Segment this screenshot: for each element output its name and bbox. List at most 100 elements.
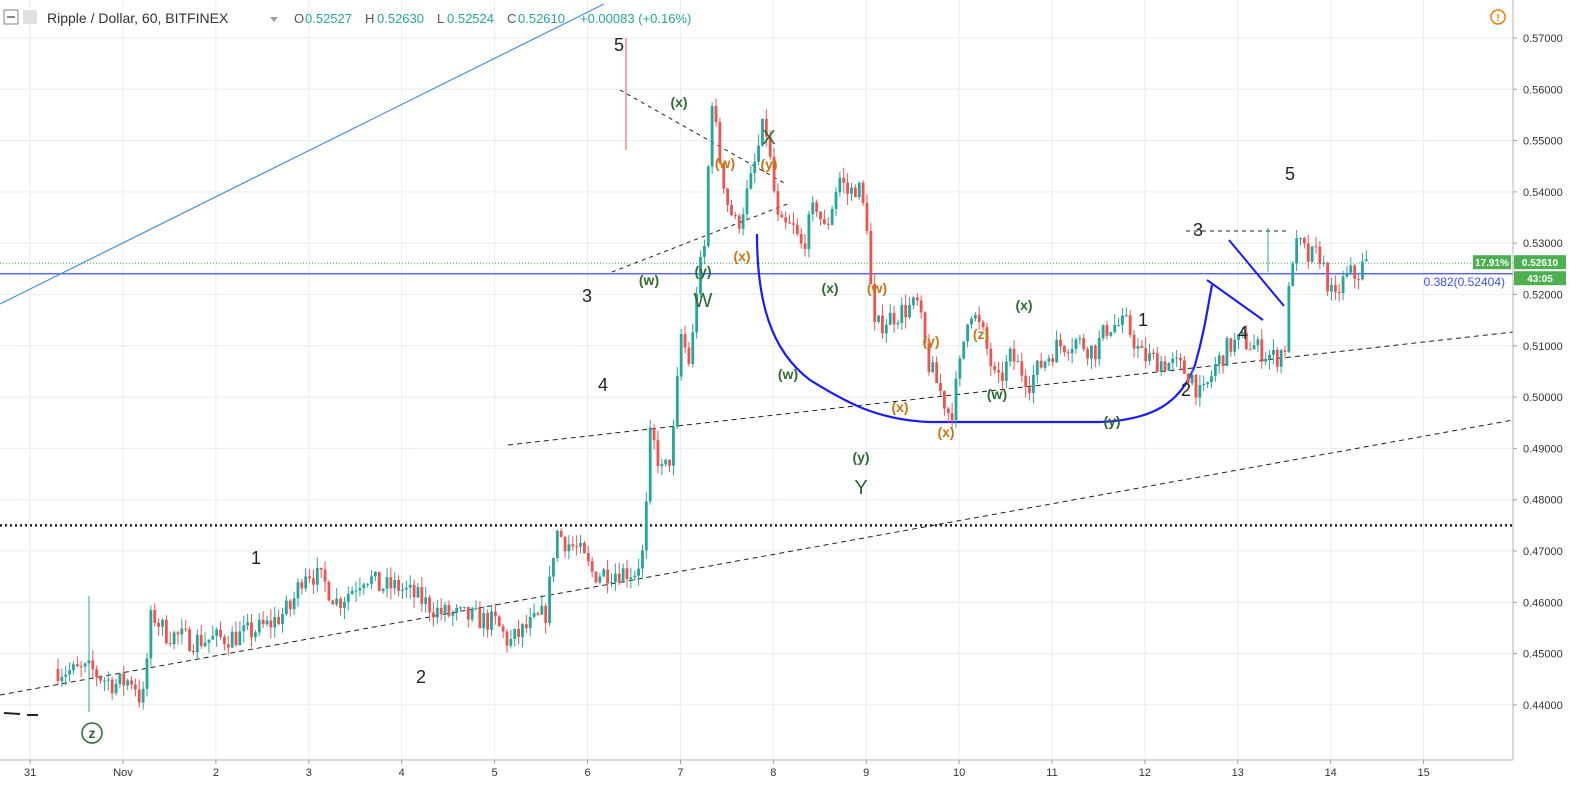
candle-body (842, 177, 846, 183)
candle-body (1097, 338, 1101, 360)
chevron-down-icon[interactable] (270, 17, 278, 22)
time-axis[interactable]: 31 Nov 2 3 4 5 6 7 8 9 10 11 12 13 14 15 (24, 760, 1430, 779)
candle-body (501, 626, 505, 632)
price-tick-label: 0.53000 (1523, 238, 1563, 250)
time-tick-label: 12 (1139, 767, 1151, 779)
candle-body (997, 370, 1000, 373)
wave-label: (x) (733, 248, 750, 264)
candle-body (865, 202, 869, 231)
candle-body (927, 343, 931, 373)
candle-body (1322, 262, 1326, 264)
candle-body (977, 314, 981, 323)
candle-body (524, 624, 528, 629)
price-tick-label: 0.51000 (1523, 341, 1563, 353)
candle-body (915, 297, 919, 301)
candle-body (83, 663, 87, 667)
lower-channel-line[interactable] (0, 419, 1514, 696)
candle-body (203, 642, 207, 647)
countdown-tag (1514, 271, 1566, 286)
candle-body (1287, 286, 1291, 352)
candle-body (1353, 265, 1357, 279)
candle-body (149, 610, 153, 659)
open-value: 0.52527 (305, 11, 352, 26)
candle-body (1124, 315, 1128, 317)
candle-body (834, 192, 838, 209)
wedge-upper-line[interactable] (1228, 239, 1285, 307)
symbol-title[interactable]: Ripple / Dollar, 60, BITFINEX (47, 10, 229, 26)
time-tick-label: 9 (863, 767, 869, 779)
candle-body (950, 413, 954, 421)
price-axis[interactable]: 0.57000 0.56000 0.55000 0.54000 0.53000 0.520… (1513, 33, 1563, 712)
change-value: +0.00083 (+0.16%) (580, 11, 691, 26)
candle-body (443, 604, 447, 615)
candle-body (230, 631, 234, 648)
candle-body (315, 567, 319, 585)
candle-body (1244, 332, 1248, 350)
candle-body (1279, 350, 1283, 367)
candle-body (853, 187, 857, 198)
candle-body (710, 105, 714, 167)
candle-body (497, 616, 501, 627)
candle-body (234, 631, 238, 646)
wave-label: 1 (1138, 310, 1148, 330)
candle-body (1066, 352, 1070, 354)
candle-body (381, 588, 385, 592)
candle-body (900, 304, 904, 323)
wave-label: (x) (670, 94, 687, 110)
candle-body (420, 587, 424, 604)
cup-curve[interactable] (755, 233, 1214, 424)
candle-body (1039, 360, 1043, 368)
candle-body (803, 243, 807, 250)
candle-body (362, 584, 366, 589)
candle-body (110, 679, 114, 694)
last-price-tag (1514, 255, 1566, 270)
candle-body (250, 622, 253, 638)
candle-body (1171, 358, 1175, 364)
candle-body (207, 639, 211, 643)
candle-body (567, 544, 571, 552)
candle-body (1121, 315, 1124, 325)
wedge-lower-line[interactable] (1206, 279, 1264, 321)
drawings (0, 3, 1514, 716)
candle-body (1361, 261, 1364, 280)
wave-label: (w) (987, 386, 1007, 402)
candle-body (288, 600, 292, 610)
candle-body (559, 530, 563, 537)
candle-body (370, 576, 373, 584)
candle-body (1248, 349, 1252, 351)
candle-body (730, 205, 733, 216)
candle-body (1202, 383, 1206, 386)
candle-body (641, 550, 644, 569)
candle-body (1152, 352, 1155, 354)
candle-body (981, 322, 985, 328)
fib-label: 0.382(0.52404) (1424, 275, 1505, 289)
high-value: 0.52630 (377, 11, 424, 26)
blue-trendline[interactable] (0, 3, 605, 305)
open-label: O (294, 11, 304, 26)
candle-body (60, 676, 64, 682)
price-tick-label: 0.50000 (1523, 392, 1563, 404)
candle-body (1024, 375, 1028, 388)
candle-body (432, 612, 435, 618)
candle-body (215, 629, 219, 636)
candle-body (908, 305, 911, 318)
candle-body (153, 610, 157, 623)
candle-body (1148, 352, 1151, 361)
candle-body (942, 391, 946, 409)
time-tick-label: 3 (306, 767, 312, 779)
candle-body (482, 613, 486, 629)
candle-body (1302, 238, 1306, 244)
candle-body (439, 607, 443, 615)
low-label: L (437, 11, 444, 26)
time-tick-label: 5 (492, 767, 498, 779)
candle-body (75, 664, 79, 667)
candle-body (1136, 345, 1140, 349)
wave-label: (w) (715, 155, 735, 171)
middle-channel-line[interactable] (507, 331, 1514, 446)
percent-tag-label: 17.91% (1475, 258, 1509, 269)
candle-body (989, 348, 993, 367)
candle-body (281, 614, 284, 624)
candle-body (1206, 382, 1210, 384)
alert-icon[interactable] (1490, 9, 1506, 25)
